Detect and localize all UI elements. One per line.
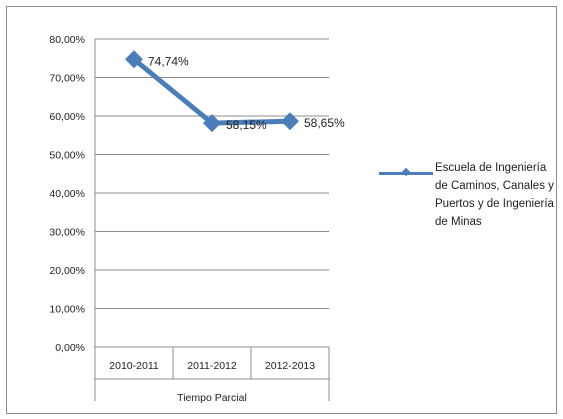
data-point-marker [281,112,299,131]
y-tick-label: 70,00% [49,73,85,85]
data-point-marker [125,50,143,69]
y-tick-label: 80,00% [49,34,85,46]
y-tick-label: 0,00% [55,342,85,354]
series-line [132,57,291,126]
chart-frame: 0,00% 10,00% 20,00% 30,00% 40,00% 50,00% 60,00… [6,6,557,414]
x-tick-label: 2011-2012 [187,360,237,372]
y-tick-label: 40,00% [49,188,85,200]
y-tick-label: 30,00% [49,227,85,239]
x-tick-label: 2012-2013 [265,360,315,372]
data-point-marker [203,114,221,133]
line-chart: 0,00% 10,00% 20,00% 30,00% 40,00% 50,00% 60,00… [49,34,345,404]
data-label: 58,15% [226,118,267,132]
data-label: 58,65% [304,116,345,130]
legend-label: Escuela de Ingeniería de Caminos, Canale… [435,162,554,228]
y-tick-label: 60,00% [49,111,85,123]
y-tick-label: 10,00% [49,304,85,316]
y-tick-label: 20,00% [49,265,85,277]
x-tick-label: 2010-2011 [109,360,159,372]
data-label: 74,74% [148,54,189,68]
category-group-label: Tiempo Parcial [177,392,247,404]
y-tick-label: 50,00% [49,150,85,162]
